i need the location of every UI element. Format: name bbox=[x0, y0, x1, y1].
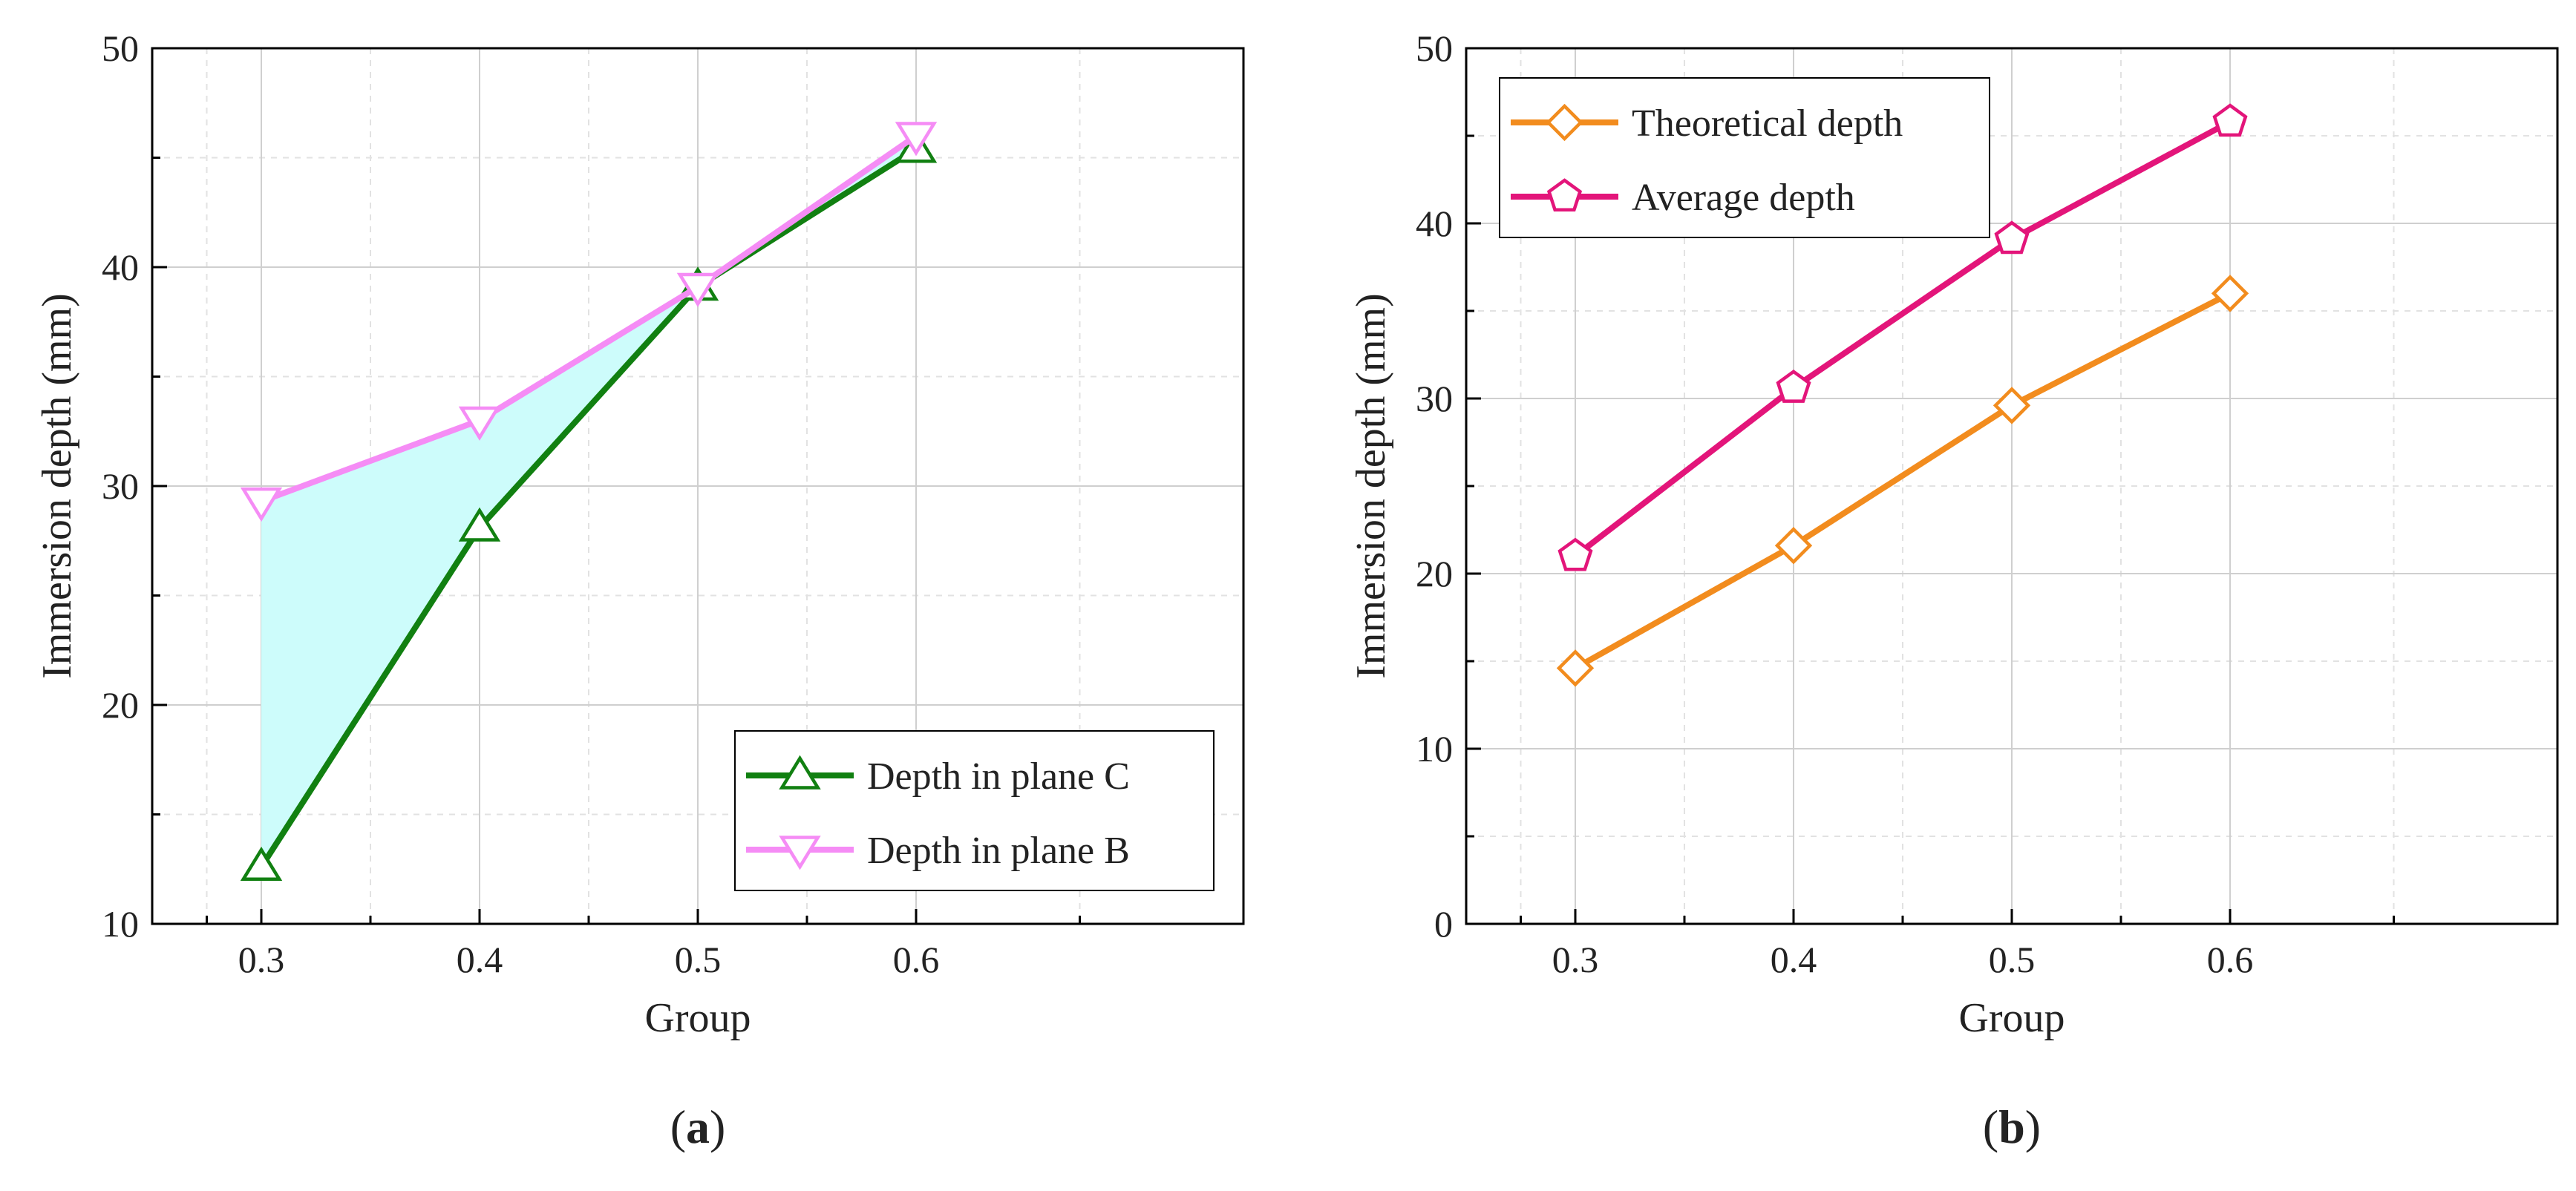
x-tick-label: 0.5 bbox=[675, 939, 722, 980]
legend-label: Depth in plane B bbox=[867, 830, 1130, 872]
legend-box bbox=[1499, 77, 1990, 238]
x-tick-label: 0.3 bbox=[1552, 939, 1599, 980]
data-point-1 bbox=[1774, 527, 1813, 565]
legend-swatch-marker bbox=[1546, 178, 1583, 212]
chart-panel-b: 0.3 0.4 0.5 0.6 0 10 20 30 40 50 Group Immersion de… bbox=[1348, 27, 2559, 1153]
series-line-2 bbox=[260, 133, 918, 505]
panel-label-letter: a bbox=[686, 1100, 710, 1153]
panel-label-letter: b bbox=[1998, 1100, 2025, 1153]
panel-label-close: ) bbox=[710, 1100, 725, 1153]
data-point-1 bbox=[240, 846, 283, 882]
data-point-2 bbox=[1994, 220, 2030, 255]
y-axis-title: Immersion depth (mm) bbox=[1348, 293, 1394, 678]
data-point-2 bbox=[676, 272, 719, 307]
panel-label-open: ( bbox=[670, 1100, 686, 1153]
y-tick-label: 40 bbox=[1416, 203, 1453, 244]
x-tick-label: 0.6 bbox=[2207, 939, 2254, 980]
data-point-1 bbox=[1993, 387, 2031, 424]
panel-label: (a) bbox=[670, 1100, 726, 1153]
x-axis-title: Group bbox=[644, 995, 751, 1041]
x-axis-title: Group bbox=[1958, 995, 2065, 1041]
legend-entry-2: Average depth bbox=[1511, 177, 1855, 219]
y-tick-label: 20 bbox=[1416, 553, 1453, 594]
y-tick-label: 30 bbox=[102, 465, 139, 507]
fill-between-area bbox=[261, 136, 916, 867]
data-point-2 bbox=[1557, 537, 1593, 571]
y-axis-title: Immersion depth (mm) bbox=[34, 293, 80, 678]
x-tick-label: 0.5 bbox=[1989, 939, 2036, 980]
y-tick-label: 40 bbox=[102, 246, 139, 288]
data-point-2 bbox=[895, 122, 938, 157]
panel-label-close: ) bbox=[2025, 1100, 2041, 1153]
data-point-2 bbox=[1776, 370, 1811, 403]
legend-label: Average depth bbox=[1632, 177, 1855, 219]
legend-label: Depth in plane C bbox=[867, 755, 1130, 798]
data-point-2 bbox=[240, 487, 283, 522]
y-tick-label: 50 bbox=[1416, 27, 1453, 69]
legend: Depth in plane C Depth in plane B bbox=[734, 730, 1215, 891]
y-tick-label: 10 bbox=[1416, 728, 1453, 770]
legend-label: Theoretical depth bbox=[1632, 102, 1903, 145]
x-tick-label: 0.3 bbox=[238, 939, 285, 980]
data-point-1 bbox=[2211, 275, 2249, 312]
legend-entry-1: Theoretical depth bbox=[1511, 102, 1903, 145]
y-tick-label: 50 bbox=[102, 27, 139, 69]
panel-label: (b) bbox=[1983, 1100, 2041, 1153]
chart-panel-a: 0.3 0.4 0.5 0.6 10 20 30 40 50 Group Immersion dep… bbox=[34, 27, 1245, 1153]
legend-swatch-marker bbox=[779, 836, 821, 870]
y-tick-label: 30 bbox=[1416, 378, 1453, 419]
legend-entry-2: Depth in plane B bbox=[746, 830, 1130, 872]
data-point-2 bbox=[2212, 103, 2248, 137]
x-tick-label: 0.4 bbox=[1771, 939, 1817, 980]
series-line-1 bbox=[258, 146, 918, 869]
data-point-1 bbox=[458, 507, 501, 542]
y-tick-label: 0 bbox=[1434, 903, 1453, 945]
legend-box bbox=[734, 730, 1215, 891]
legend-swatch-marker bbox=[779, 755, 821, 790]
x-tick-label: 0.6 bbox=[893, 939, 940, 980]
legend-swatch-marker bbox=[1546, 103, 1583, 142]
y-tick-label: 10 bbox=[102, 903, 139, 945]
data-point-1 bbox=[1556, 649, 1595, 687]
legend-entry-1: Depth in plane C bbox=[746, 755, 1130, 798]
series-line-2 bbox=[1573, 119, 2232, 559]
legend: Theoretical depth Average depth bbox=[1499, 77, 1990, 238]
data-point-2 bbox=[458, 406, 501, 441]
y-tick-label: 20 bbox=[102, 684, 139, 726]
panel-label-open: ( bbox=[1983, 1100, 1998, 1153]
series-line-1 bbox=[1574, 290, 2232, 671]
x-tick-label: 0.4 bbox=[457, 939, 503, 980]
